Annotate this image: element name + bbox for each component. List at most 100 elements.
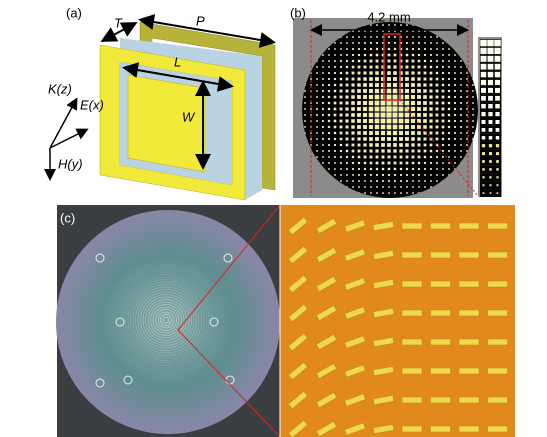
- unit-hole: [370, 192, 372, 194]
- unit-hole: [370, 42, 372, 44]
- unit-hole: [494, 71, 501, 78]
- unit-hole: [387, 161, 391, 165]
- unit-hole: [370, 24, 372, 26]
- unit-hole: [392, 106, 398, 112]
- unit-hole: [441, 83, 445, 87]
- unit-hole: [334, 174, 336, 176]
- unit-hole: [494, 55, 501, 62]
- unit-hole: [405, 65, 409, 69]
- unit-hole: [418, 48, 420, 50]
- bar: [430, 309, 451, 317]
- unit-hole: [374, 112, 380, 118]
- unit-hole: [460, 72, 462, 74]
- panel-a: (a) T P L W K(z) E(x) H(y): [44, 5, 276, 201]
- unit-hole: [351, 137, 355, 141]
- unit-hole: [393, 155, 397, 159]
- unit-hole: [394, 198, 395, 199]
- unit-hole: [340, 174, 342, 176]
- dim-t: [100, 22, 138, 42]
- unit-hole: [417, 59, 421, 63]
- unit-hole: [345, 83, 349, 87]
- unit-hole: [375, 47, 379, 51]
- bar: [288, 274, 308, 294]
- unit-hole: [480, 39, 487, 47]
- unit-hole: [430, 54, 432, 56]
- unit-hole: [406, 180, 408, 182]
- unit-hole: [333, 83, 337, 87]
- unit-hole: [322, 138, 324, 140]
- unit-hole: [435, 71, 439, 75]
- unit-hole: [478, 30, 479, 31]
- unit-hole: [430, 42, 432, 44]
- unit-hole: [399, 143, 403, 147]
- unit-hole: [333, 95, 337, 99]
- unit-hole: [310, 78, 312, 80]
- bar: [458, 396, 480, 404]
- unit-hole: [358, 168, 360, 170]
- unit-hole: [357, 71, 361, 75]
- unit-hole: [417, 95, 421, 99]
- unit-hole: [322, 90, 324, 92]
- unit-hole: [380, 118, 386, 124]
- unit-hole: [448, 144, 450, 146]
- unit-hole: [429, 71, 433, 75]
- unit-hole: [351, 59, 355, 63]
- unit-hole: [436, 156, 438, 158]
- unit-hole: [351, 65, 355, 69]
- unit-hole: [346, 174, 348, 176]
- unit-hole: [442, 150, 444, 152]
- unit-hole: [460, 156, 462, 158]
- unit-hole: [466, 114, 468, 116]
- unit-hole: [351, 149, 355, 153]
- unit-hole: [417, 71, 421, 75]
- unit-hole: [441, 71, 445, 75]
- unit-hole: [480, 79, 487, 86]
- bar: [288, 332, 308, 352]
- unit-hole: [423, 83, 427, 87]
- unit-hole: [441, 143, 445, 147]
- unit-hole: [454, 156, 456, 158]
- unit-hole: [316, 120, 318, 122]
- unit-hole: [454, 72, 456, 74]
- unit-hole: [327, 89, 331, 93]
- bar: [344, 277, 366, 291]
- unit-hole: [334, 72, 336, 74]
- unit-hole: [357, 83, 361, 87]
- unit-hole: [304, 90, 306, 92]
- unit-hole: [494, 79, 501, 86]
- unit-hole: [388, 42, 390, 44]
- ring: [115, 269, 217, 371]
- axis-label: H(y): [58, 156, 83, 171]
- unit-hole: [316, 108, 318, 110]
- unit-hole: [364, 48, 366, 50]
- unit-hole: [487, 55, 494, 62]
- unit-hole: [380, 130, 386, 136]
- unit-hole: [316, 114, 318, 116]
- unit-hole: [442, 168, 444, 170]
- unit-hole: [368, 112, 374, 118]
- unit-hole: [316, 198, 317, 199]
- unit-hole: [380, 124, 386, 130]
- unit-hole: [357, 107, 361, 111]
- ring: [127, 281, 205, 359]
- unit-hole: [382, 192, 384, 194]
- unit-hole: [393, 77, 397, 81]
- unit-hole: [327, 131, 331, 135]
- unit-hole: [376, 180, 378, 182]
- unit-hole: [441, 137, 445, 141]
- unit-hole: [375, 71, 379, 75]
- unit-hole: [404, 118, 410, 124]
- unit-hole: [327, 125, 331, 129]
- ring: [120, 274, 212, 366]
- unit-hole: [424, 198, 425, 199]
- unit-hole: [489, 152, 492, 156]
- unit-hole: [387, 59, 391, 63]
- bar: [288, 390, 308, 410]
- unit-hole: [316, 150, 318, 152]
- unit-hole: [364, 42, 366, 44]
- bar: [458, 425, 480, 433]
- unit-hole: [393, 59, 397, 63]
- unit-hole: [429, 65, 433, 69]
- unit-hole: [494, 63, 501, 70]
- scale-label: 4.2 mm: [367, 9, 410, 24]
